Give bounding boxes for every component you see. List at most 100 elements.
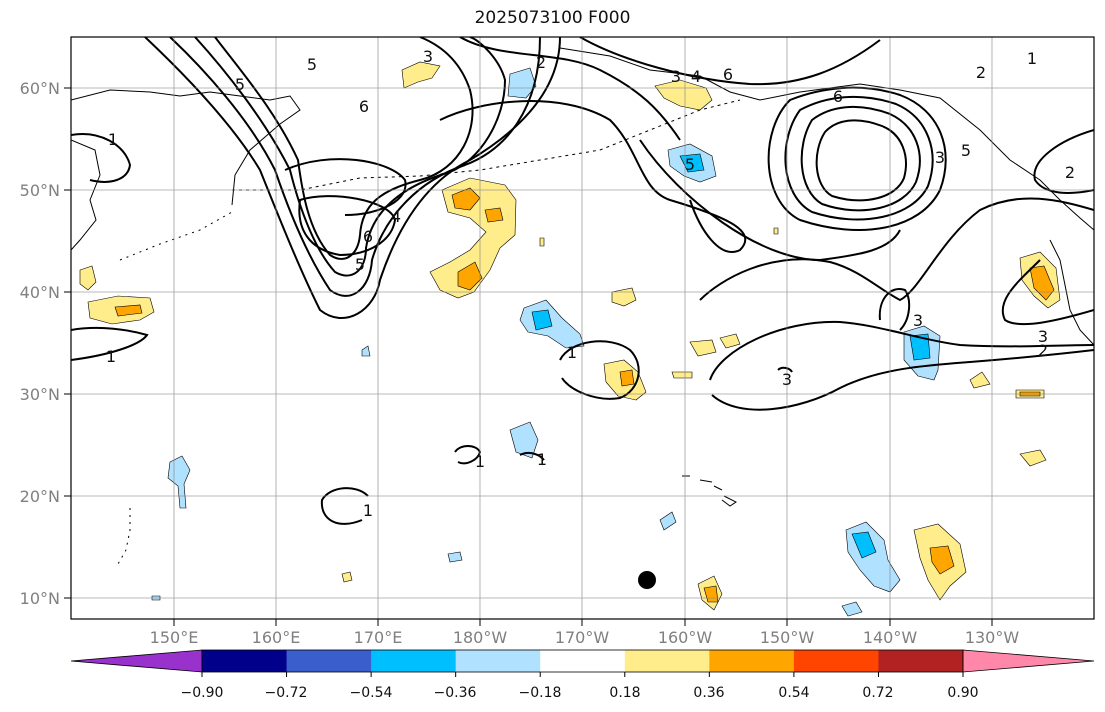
fill-orange-region [1029, 265, 1055, 301]
contour-label: 1 [537, 450, 547, 469]
hawaiian-islands [682, 475, 737, 507]
colorbar-tick-label: −0.36 [434, 685, 477, 701]
contour-label: 6 [363, 227, 373, 246]
contour-line [214, 37, 474, 260]
colorbar-tick-label: −0.54 [350, 685, 393, 701]
marianas-islands [117, 508, 131, 565]
colorbar-segment [962, 649, 1095, 673]
contour-line [71, 326, 149, 361]
lon-label: 170°W [555, 628, 610, 647]
colorbar-tick-label: 0.54 [778, 685, 809, 701]
colorbar-segment [709, 650, 795, 672]
contour-line [459, 37, 681, 141]
contour-lines [71, 37, 1094, 525]
colorbar-tick-label: −0.90 [181, 685, 224, 701]
colorbar-segment [286, 650, 372, 672]
contour-label: 3 [1038, 327, 1048, 346]
colorbar-segment [455, 650, 541, 672]
contour-label: 6 [359, 97, 369, 116]
contour-label: 2 [976, 63, 986, 82]
contour-label: 5 [307, 55, 317, 74]
contour-label: 1 [106, 347, 116, 366]
fill-yellow-region [773, 227, 779, 235]
contour-line [709, 320, 1094, 381]
fill-lightblue-region [167, 455, 191, 509]
contour-line [284, 158, 407, 216]
fill-yellow-region [969, 371, 991, 389]
contour-line [777, 366, 793, 373]
contour-line [519, 451, 545, 461]
axis-ticks [64, 87, 993, 626]
lon-label: 150°W [760, 628, 815, 647]
contour-line [298, 195, 397, 257]
contour-line [711, 349, 1094, 411]
contour-line [1001, 259, 1094, 326]
lon-label: 170°E [354, 628, 403, 647]
contour-label: 3 [782, 370, 792, 389]
contour-line [800, 105, 921, 212]
latitude-labels: 60°N 50°N 40°N 30°N 20°N 10°N [20, 79, 60, 608]
fill-yellow-region [341, 571, 353, 583]
lon-label: 160°W [658, 628, 713, 647]
lon-label: 130°W [965, 628, 1020, 647]
fill-orange-region [619, 369, 635, 387]
contour-line [767, 86, 947, 231]
coastline-north-america [1049, 239, 1094, 346]
contour-line [1033, 129, 1094, 194]
fill-orange-region [451, 187, 481, 211]
fill-lightblue-region [447, 551, 463, 563]
contour-label: 1 [1027, 49, 1037, 68]
lat-label: 50°N [20, 181, 60, 200]
contour-line [784, 95, 934, 221]
colorbar-tick-label: 0.36 [693, 685, 724, 701]
colorbar-segment [70, 649, 203, 673]
contour-line [699, 197, 1094, 302]
contour-label: 5 [961, 141, 971, 160]
lon-label: 140°W [863, 628, 918, 647]
contour-label: 6 [833, 87, 843, 106]
map-title: 2025073100 F000 [474, 8, 631, 28]
contour-labels: 1 1 1 1 1 1 1 2 2 2 2 3 3 3 3 3 3 4 4 5 … [106, 47, 1075, 520]
colorbar-tick-label: 0.72 [862, 685, 893, 701]
contour-line [639, 139, 901, 262]
lat-label: 40°N [20, 283, 60, 302]
colorbar [70, 649, 1095, 677]
aleutian-islands [232, 99, 741, 191]
negative-anomaly-fills [151, 67, 941, 617]
lat-label: 60°N [20, 79, 60, 98]
colorbar-tick-label: −0.18 [519, 685, 562, 701]
aleutian-islands-west [119, 211, 233, 261]
contour-label: 3 [423, 47, 433, 66]
contour-label: 5 [235, 75, 245, 94]
fill-lightblue-region [659, 511, 677, 531]
fill-lightblue-region [361, 345, 371, 357]
lon-label: 160°E [252, 628, 301, 647]
fill-cyan-region [531, 309, 553, 331]
fill-lightblue-region [509, 421, 539, 459]
contour-line [439, 100, 747, 253]
colorbar-segment [878, 650, 964, 672]
lat-label: 30°N [20, 385, 60, 404]
fill-yellow-region [1019, 449, 1047, 467]
fill-yellow-region [719, 333, 741, 349]
longitude-labels: 150°E 160°E 170°E 180°W 170°W 160°W 150°… [150, 628, 1020, 647]
contour-label: 1 [475, 452, 485, 471]
contour-line [144, 37, 561, 320]
fill-yellow-region [79, 265, 97, 291]
colorbar-segment [793, 650, 879, 672]
fill-cyan-region [851, 531, 877, 559]
contour-label: 3 [913, 311, 923, 330]
location-marker [638, 571, 656, 589]
colorbar-tick-label: 0.18 [609, 685, 640, 701]
fill-yellow-region [689, 339, 717, 357]
lat-label: 10°N [20, 589, 60, 608]
colorbar-segment [540, 650, 626, 672]
contour-label: 1 [108, 130, 118, 149]
gridlines [71, 37, 1094, 619]
contour-label: 6 [723, 65, 733, 84]
fill-orange-region [457, 261, 483, 291]
fill-orange-region [484, 207, 504, 223]
contour-label: 2 [1038, 341, 1048, 360]
contour-label: 2 [1065, 163, 1075, 182]
contour-label: 3 [935, 148, 945, 167]
